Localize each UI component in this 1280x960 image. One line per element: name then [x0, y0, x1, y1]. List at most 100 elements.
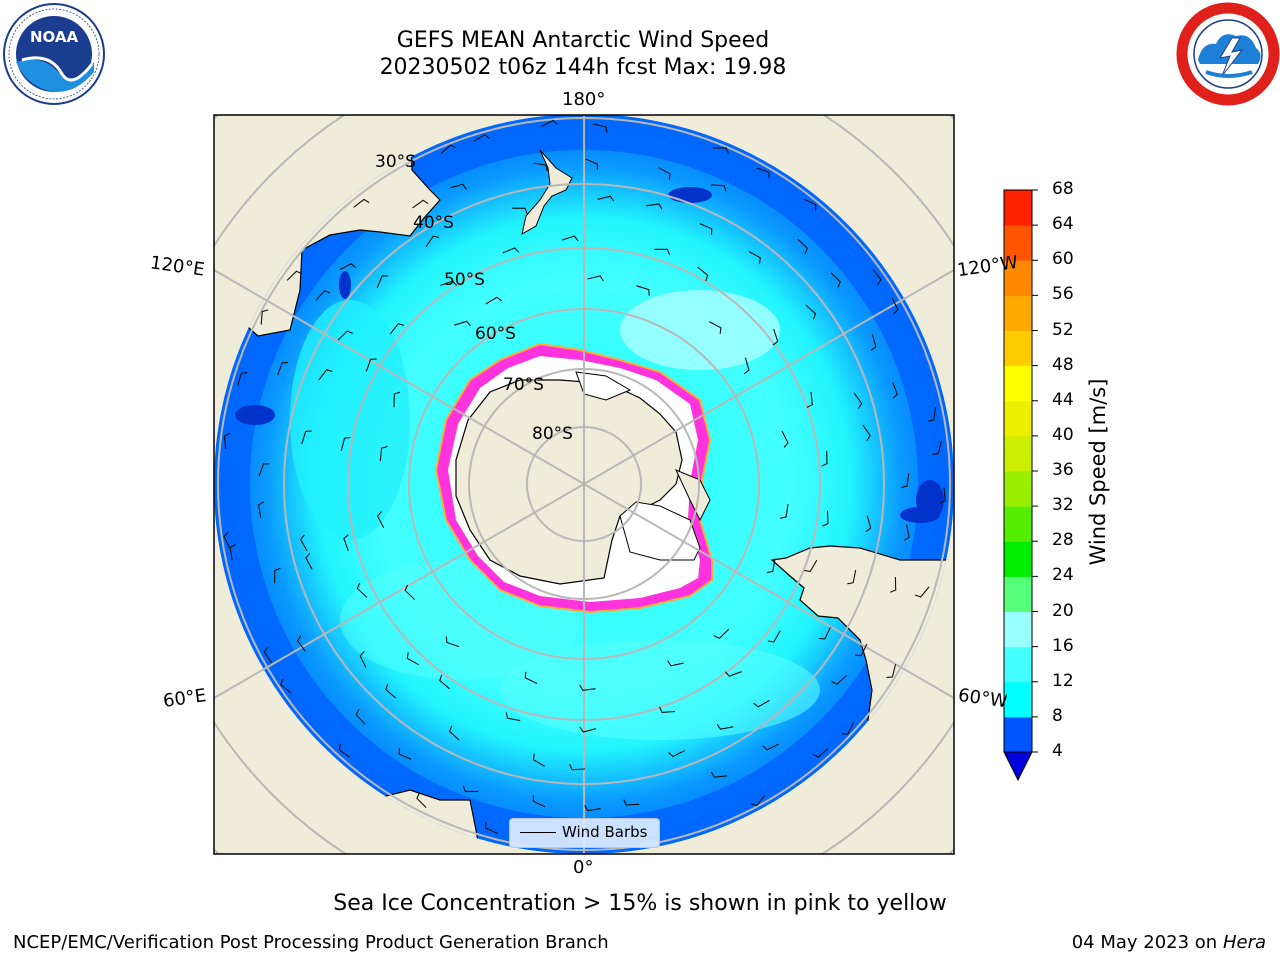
- wind-barb: [274, 567, 281, 584]
- wind-barb: [780, 504, 789, 519]
- colorbar-tick-label: 64: [1052, 214, 1074, 235]
- wind-barb: [450, 183, 467, 190]
- wind-barb: [658, 167, 671, 180]
- wind-barb: [337, 330, 353, 341]
- wind-barb: [710, 771, 728, 778]
- wind-barb: [502, 247, 520, 254]
- wind-barb: [340, 436, 351, 451]
- wind-barb: [914, 586, 930, 598]
- colorbar-tick-label: 44: [1052, 389, 1074, 410]
- wind-barb: [353, 198, 370, 208]
- wind-barb: [939, 487, 946, 504]
- wind-barb: [646, 203, 663, 210]
- wind-barb: [280, 678, 292, 694]
- wind-barb: [667, 660, 684, 667]
- wind-barb: [587, 275, 604, 282]
- colorbar: [1003, 189, 1038, 782]
- map-legend: Wind Barbs: [509, 818, 660, 848]
- wind-barb: [440, 280, 458, 287]
- wind-barb: [257, 501, 264, 518]
- wind-barb: [263, 646, 273, 664]
- colorbar-bin: [1004, 330, 1032, 367]
- wind-barb: [724, 671, 742, 677]
- lon-label-180: 180°: [562, 89, 606, 110]
- wind-barb: [404, 584, 415, 600]
- wind-barb: [315, 290, 331, 301]
- wind-barb: [806, 391, 813, 408]
- colorbar-tick-label: 56: [1052, 284, 1074, 305]
- wind-barb: [277, 362, 289, 376]
- wind-barb: [870, 334, 877, 351]
- colorbar-tick-label: 16: [1052, 635, 1074, 656]
- wind-barb: [762, 743, 780, 751]
- colorbar-tick-label: 20: [1052, 600, 1074, 621]
- wind-barb: [711, 184, 727, 192]
- wind-barb: [855, 643, 868, 657]
- footer-host: Hera: [1222, 932, 1266, 953]
- lon-label-0: 0°: [573, 857, 594, 878]
- wind-barb: [406, 652, 419, 666]
- colorbar-tick-label: 40: [1052, 424, 1074, 445]
- wind-barb: [743, 357, 750, 375]
- wind-barb: [623, 799, 640, 806]
- wind-barb: [812, 748, 829, 758]
- wind-barb: [416, 792, 427, 808]
- colorbar-bin: [1004, 646, 1032, 683]
- colorbar-tick-label: 36: [1052, 460, 1074, 480]
- wind-barb: [767, 630, 781, 643]
- footer-credit: NCEP/EMC/Verification Post Processing Pr…: [13, 932, 609, 953]
- wind-barb: [425, 235, 440, 248]
- wind-barb: [338, 743, 350, 758]
- wind-barb: [532, 753, 545, 767]
- colorbar-bin: [1004, 506, 1032, 542]
- colorbar-bin: [1004, 295, 1032, 331]
- map-title: GEFS MEAN Antarctic Wind Speed: [396, 28, 770, 53]
- colorbar-tick-label: 32: [1052, 495, 1074, 516]
- map-subtitle: 20230502 t06z 144h fcst Max: 19.98: [379, 55, 787, 80]
- wind-barb: [412, 199, 429, 209]
- wind-barb: [891, 297, 899, 315]
- colorbar-label: Wind Speed [m/s]: [1086, 378, 1110, 566]
- colorbar-bin: [1004, 365, 1032, 402]
- wind-barb: [398, 748, 412, 760]
- wind-barb: [668, 750, 685, 758]
- colorbar-tick-label: 8: [1052, 705, 1063, 726]
- wind-barb: [355, 709, 366, 725]
- lat-label-60s: 60°S: [475, 324, 516, 344]
- wind-barb: [223, 531, 231, 549]
- wind-barb: [454, 320, 471, 327]
- wind-barb: [505, 712, 521, 722]
- noaa-logo-icon: NOAA: [3, 3, 105, 105]
- lat-label-40s: 40°S: [413, 213, 454, 233]
- colorbar-bin: [1004, 225, 1032, 261]
- wind-barb: [889, 576, 897, 593]
- wind-barb: [831, 675, 847, 685]
- wind-barb: [699, 223, 713, 235]
- lat-label-30s: 30°S: [375, 152, 416, 172]
- wind-barb: [716, 723, 734, 730]
- footer-date: 04 May 2023 on Hera: [1072, 932, 1266, 953]
- wind-barb: [296, 635, 306, 652]
- wind-barb: [379, 445, 388, 462]
- wind-barb: [376, 275, 389, 289]
- wind-barb: [569, 763, 586, 771]
- colorbar-tick-label: 68: [1052, 179, 1074, 199]
- wind-barb: [756, 167, 770, 179]
- wind-barb: [365, 358, 377, 372]
- wind-barb: [803, 198, 817, 211]
- wind-barb: [440, 144, 457, 155]
- wind-barb: [927, 407, 937, 422]
- colorbar-bin: [1004, 681, 1032, 718]
- colorbar-bin: [1004, 260, 1032, 296]
- wind-barb: [697, 266, 709, 282]
- wind-barb: [753, 699, 770, 708]
- wind-barb: [584, 805, 601, 812]
- wind-barb: [286, 270, 303, 281]
- wind-barb: [258, 463, 270, 477]
- colorbar-bin: [1004, 576, 1032, 612]
- colorbar-tick-label: 60: [1052, 249, 1074, 270]
- wind-barb: [485, 821, 498, 834]
- wind-barb: [847, 569, 857, 585]
- wind-barb: [712, 147, 729, 154]
